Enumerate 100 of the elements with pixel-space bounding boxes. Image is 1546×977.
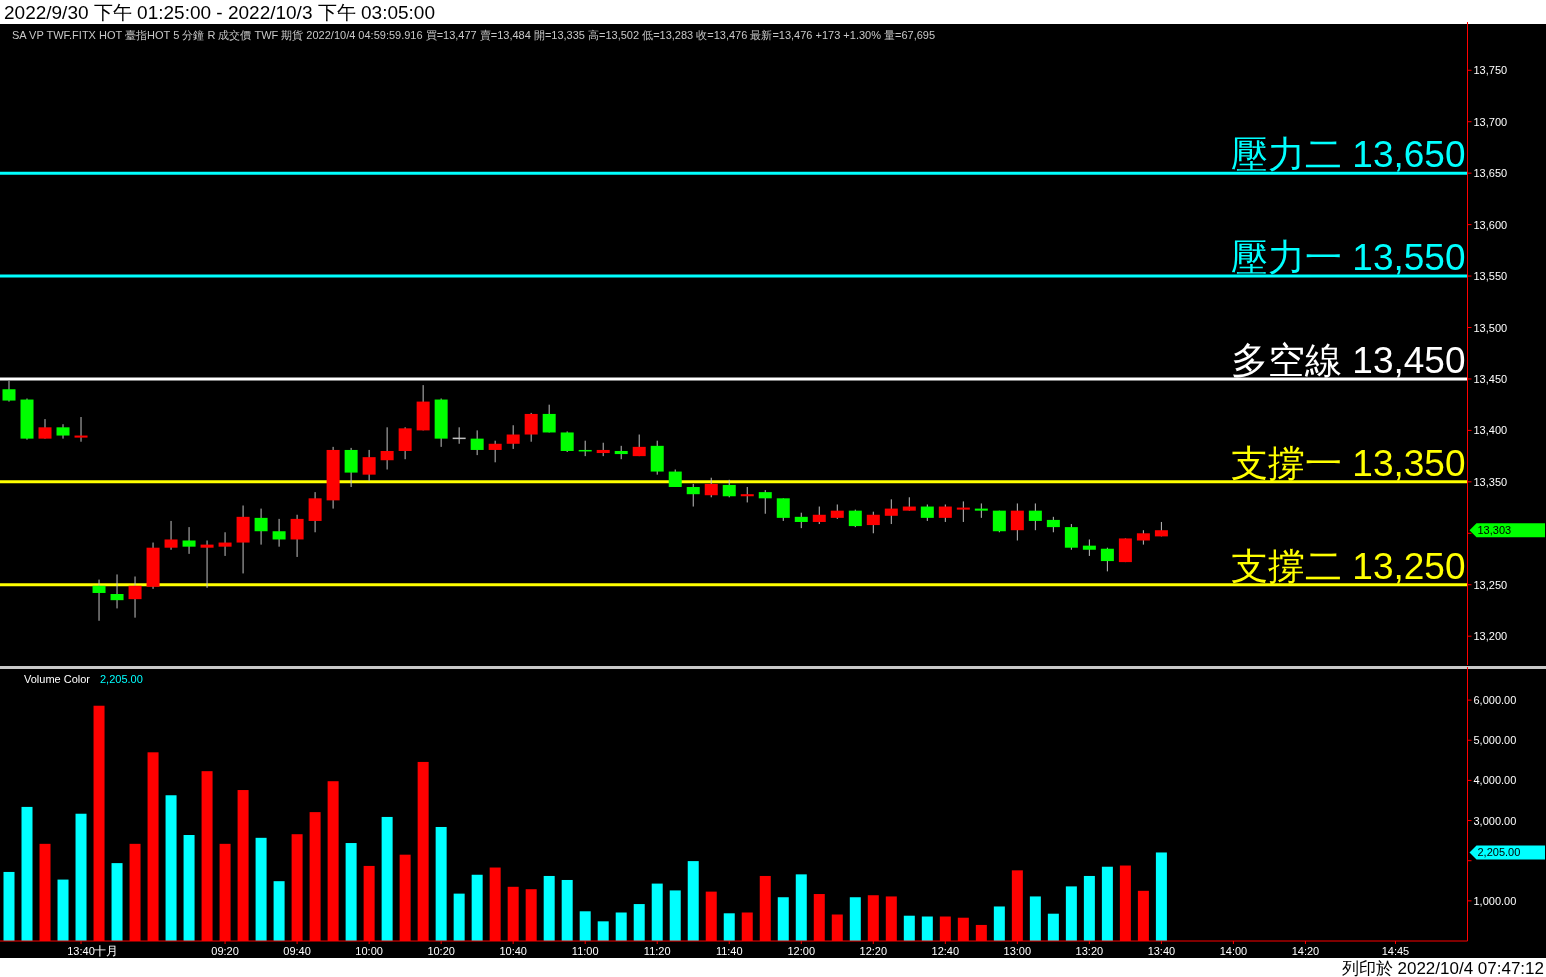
bar xyxy=(543,875,555,941)
chart-title: Volume Color xyxy=(24,673,91,685)
bar xyxy=(723,913,735,941)
x-tick-label: 12:40 xyxy=(931,945,960,957)
bar xyxy=(453,893,465,941)
y-tick-label: 13,450 xyxy=(1473,372,1508,385)
y-tick-label: 13,200 xyxy=(1473,630,1508,643)
bar xyxy=(471,874,483,941)
candlestick xyxy=(344,447,358,488)
x-tick-label: 11:00 xyxy=(571,945,599,957)
candlestick xyxy=(542,404,556,433)
x-tick-label: 13:00 xyxy=(1003,945,1032,957)
candlestick xyxy=(218,531,232,557)
candlestick xyxy=(866,511,880,534)
x-tick-label: 12:00 xyxy=(787,945,816,957)
candlestick xyxy=(488,440,502,463)
candlestick xyxy=(560,430,574,453)
candlestick xyxy=(956,500,970,523)
bar xyxy=(435,826,447,941)
ref-line-label: 支撐一 13,350 xyxy=(1231,442,1466,484)
candlestick xyxy=(128,576,142,619)
x-tick-label: 10:00 xyxy=(355,945,383,957)
x-tick-label: 14:00 xyxy=(1219,945,1248,957)
bar xyxy=(1083,875,1095,941)
bar xyxy=(687,861,699,941)
x-tick-label: 14:45 xyxy=(1381,945,1410,957)
bar xyxy=(849,897,861,941)
chart-subtitle: 2,205.00 xyxy=(100,673,143,685)
y-tick-label: 1,000.00 xyxy=(1473,894,1517,907)
candlestick xyxy=(200,540,214,589)
bar xyxy=(183,835,195,941)
candlestick xyxy=(92,579,106,622)
bar xyxy=(795,874,807,941)
x-tick-label: 09:20 xyxy=(211,945,239,957)
bar xyxy=(1029,896,1041,941)
x-tick-label: 14:20 xyxy=(1291,945,1320,957)
ref-line-label: 壓力一 13,550 xyxy=(1231,237,1466,279)
candlestick xyxy=(704,477,718,498)
bar xyxy=(273,881,285,941)
candlestick xyxy=(254,508,268,546)
y-tick-label: 13,700 xyxy=(1473,115,1508,128)
x-tick-label: 10:40 xyxy=(499,945,527,957)
y-tick-label: 13,500 xyxy=(1473,321,1508,334)
candlestick xyxy=(1028,502,1042,531)
candlestick xyxy=(884,498,898,525)
bar xyxy=(903,915,915,941)
y-tick-label: 5,000.00 xyxy=(1473,734,1517,747)
y-tick-label: 6,000.00 xyxy=(1473,694,1517,707)
x-tick-label: 13:20 xyxy=(1075,945,1104,957)
candlestick xyxy=(398,426,412,460)
candlestick xyxy=(110,573,124,609)
candlestick xyxy=(182,526,196,555)
bar xyxy=(57,879,69,941)
y-tick-label: 13,350 xyxy=(1473,475,1508,488)
candlestick xyxy=(272,518,286,548)
bar xyxy=(1155,852,1167,941)
text: 13,303 xyxy=(1477,524,1512,537)
candlestick xyxy=(1010,502,1024,541)
candlestick xyxy=(2,380,16,403)
bar xyxy=(777,897,789,941)
candlestick xyxy=(776,497,790,522)
bar xyxy=(561,879,573,941)
bar xyxy=(381,816,393,941)
bar xyxy=(921,916,933,941)
x-tick-label: 09:40 xyxy=(283,945,311,957)
y-tick-label: 13,550 xyxy=(1473,270,1508,283)
candlestick xyxy=(758,489,772,515)
ref-line-label: 多空線 13,450 xyxy=(1231,339,1466,381)
x-tick-label: 12:20 xyxy=(859,945,888,957)
bar xyxy=(597,921,609,941)
y-tick-label: 4,000.00 xyxy=(1473,774,1517,787)
bar xyxy=(1101,866,1113,941)
text: 十月 xyxy=(93,944,118,958)
y-tick-label: 13,400 xyxy=(1473,424,1508,437)
bar xyxy=(75,813,87,941)
x-tick-label: 13:40 xyxy=(67,945,95,957)
bar xyxy=(633,904,645,941)
bar xyxy=(993,906,1005,941)
text: 2,205.00 xyxy=(1477,846,1521,859)
candlestick xyxy=(686,483,700,508)
candlestick xyxy=(74,416,88,443)
bar xyxy=(1047,913,1059,941)
bar xyxy=(579,911,591,941)
bar xyxy=(111,863,123,941)
bar xyxy=(651,883,663,941)
x-tick-label: 11:20 xyxy=(643,945,671,957)
candlestick xyxy=(362,449,376,482)
bar xyxy=(165,795,177,941)
bar xyxy=(615,912,627,941)
x-tick-label: 10:20 xyxy=(427,945,455,957)
candlestick xyxy=(524,412,538,443)
candlestick xyxy=(1100,547,1114,572)
y-tick-label: 3,000.00 xyxy=(1473,814,1517,827)
bar xyxy=(1065,886,1077,941)
y-tick-label: 13,250 xyxy=(1473,578,1508,591)
candlestick xyxy=(290,514,304,558)
candlestick xyxy=(164,520,178,551)
candlestick xyxy=(308,491,322,533)
y-tick-label: 13,600 xyxy=(1473,218,1508,231)
text: 列印於 2022/10/4 07:47:12 xyxy=(1341,959,1544,977)
